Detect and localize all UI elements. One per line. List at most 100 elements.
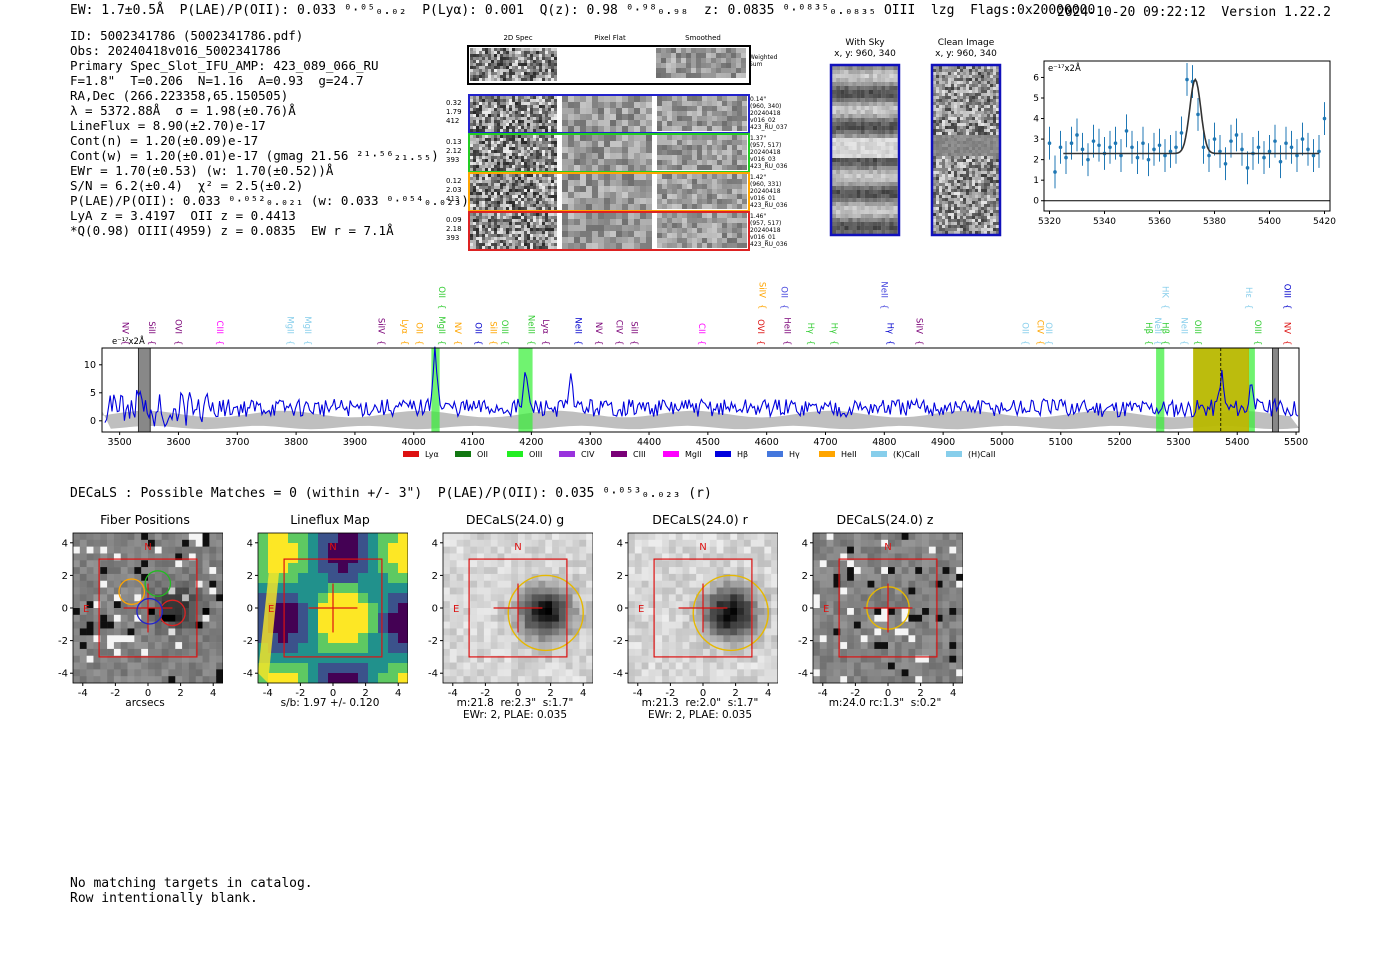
x-tick-label: -2 — [850, 688, 860, 699]
cutout-pixels — [813, 533, 963, 684]
line-id-bracket: { — [376, 340, 386, 345]
clean-image-title-block: Clean Image x, y: 960, 340 — [921, 38, 1011, 60]
line-id-bracket: { — [1192, 340, 1202, 345]
timestamp-version: 2024-10-20 09:22:12 Version 1.22.2 — [1057, 5, 1331, 20]
x-tick-label: -2 — [480, 688, 490, 699]
line-id-bracket: { — [755, 340, 765, 345]
strip-pixelflat — [562, 174, 652, 210]
strip-stat-value: 393 — [446, 156, 460, 164]
legend-swatch — [507, 451, 523, 457]
line-id-bracket: { — [302, 340, 312, 345]
x-tick-label: 5100 — [1049, 437, 1073, 448]
compass-east: E — [638, 604, 644, 615]
line-id-bracket: { — [399, 340, 409, 345]
y-tick-label: 4 — [432, 538, 438, 549]
data-point — [1256, 145, 1261, 150]
strip-meta-line: 423_RU_036 — [750, 202, 788, 209]
x-tick-label: 2 — [177, 688, 183, 699]
x-tick-label: 5400 — [1225, 437, 1249, 448]
data-point — [1075, 133, 1079, 137]
search-box — [468, 558, 568, 658]
y-tick-label: -4 — [428, 669, 438, 680]
x-tick-label: 5200 — [1108, 437, 1132, 448]
strip-frame — [468, 211, 750, 251]
y-tick-label: -4 — [243, 669, 253, 680]
strip-stat-value: 413 — [446, 195, 460, 203]
strip-stat-value: 0.32 — [446, 99, 462, 107]
line-id-label: OII — [436, 286, 446, 298]
cutout-pixels — [73, 533, 223, 684]
legend-label: MgII — [685, 450, 702, 459]
compass-north: N — [699, 542, 706, 553]
compass-north: N — [884, 542, 891, 553]
x-tick-label: -2 — [110, 688, 120, 699]
weighted-frame — [467, 45, 751, 85]
line-id-label: MgII — [436, 316, 446, 334]
info-line: S/N = 6.2(±0.4) χ² = 2.5(±0.2) — [70, 178, 304, 193]
legend-swatch — [715, 451, 731, 457]
data-point — [1053, 170, 1057, 174]
data-point — [1311, 153, 1316, 158]
legend-label: OIII — [529, 450, 542, 459]
line-id-label: Hβ — [1143, 322, 1153, 334]
x-tick-label: 5000 — [990, 437, 1014, 448]
cutout-image-z: N E -4 -4 -2 -2 0 0 2 2 4 4 — [798, 532, 963, 699]
line-id-label: NV — [120, 322, 130, 334]
data-point — [1196, 112, 1200, 117]
line-id-bracket: { — [473, 340, 483, 345]
line-id-bracket: { — [1034, 340, 1044, 345]
cutout-title: DECaLS(24.0) r — [652, 512, 748, 527]
with-sky-title: With Sky — [845, 38, 885, 48]
line-id-label: NV — [452, 322, 462, 334]
line-fit-chart: 5320 5340 5360 5380 5400 5420 0 1 2 3 4 5 6 e⁻¹⁷x2Å — [1033, 60, 1336, 227]
y-tick-label: 2 — [802, 571, 808, 582]
footer-line-2: Row intentionally blank. — [70, 891, 258, 906]
compass-north: N — [329, 542, 336, 553]
data-point — [1289, 145, 1294, 150]
line-id-bracket: { — [436, 304, 446, 309]
data-point — [1306, 147, 1310, 152]
legend-swatch — [403, 451, 419, 457]
with-sky-coords: x, y: 960, 340 — [834, 49, 896, 59]
x-tick-label: -4 — [633, 688, 643, 699]
weighted-sum-label: Weighted Sum — [749, 54, 778, 68]
strip-meta-line: 423_RU_036 — [750, 163, 788, 170]
clean-image-title: Clean Image — [937, 38, 995, 48]
x-tick-label: 3600 — [166, 437, 190, 448]
strip-pixelflat — [562, 135, 652, 171]
cutout-footer: m:24.0 rc:1.3" s:0.2" — [828, 697, 942, 709]
spec2d-panel: 2D Spec Pixel Flat Smoothed Weighted Sum… — [444, 34, 794, 254]
data-point — [1223, 161, 1228, 166]
line-id-label: SiII — [628, 321, 638, 334]
y-tick-label: 10 — [84, 360, 96, 371]
cutout-title: DECaLS(24.0) g — [465, 512, 565, 527]
line-id-bracket: { — [146, 340, 156, 345]
legend-label: Hγ — [789, 450, 800, 459]
data-point — [1130, 145, 1134, 150]
line-id-label: CII — [696, 323, 706, 334]
info-line: P(LAE)/P(OII): 0.033 ⁰·⁰⁵²₀.₀₂₁ (w: 0.03… — [70, 193, 469, 208]
data-point — [1179, 131, 1184, 135]
info-line: Cont(n) = 1.20(±0.09)e-17 — [70, 133, 259, 148]
data-point — [1141, 141, 1145, 145]
data-point — [1152, 147, 1156, 152]
y-tick-label: 0 — [432, 604, 438, 615]
unit-label: e⁻¹⁷x2Å — [112, 335, 145, 347]
strip-2dspec — [470, 96, 557, 132]
info-line: F=1.8" T=0.206 N=1.16 A=0.93 g=24.7 — [70, 73, 364, 88]
line-id-label: Hε — [1243, 287, 1253, 298]
y-tick-label: -2 — [798, 636, 808, 647]
line-id-label: NV — [593, 322, 603, 334]
with-sky-frame — [829, 63, 901, 237]
line-id-label: MgII — [284, 316, 294, 334]
line-id-label: SiIV — [376, 318, 386, 334]
data-point — [1113, 141, 1118, 145]
line-id-bracket: { — [173, 340, 183, 345]
line-id-bracket: { — [593, 340, 603, 345]
x-tick-label: 0 — [145, 688, 151, 699]
data-point — [1234, 133, 1239, 137]
info-line: λ = 5372.88Å σ = 1.98(±0.76)Å — [70, 103, 296, 118]
data-point — [1058, 145, 1063, 150]
strip-gap — [558, 213, 562, 249]
x-tick-label: 0 — [515, 688, 521, 699]
